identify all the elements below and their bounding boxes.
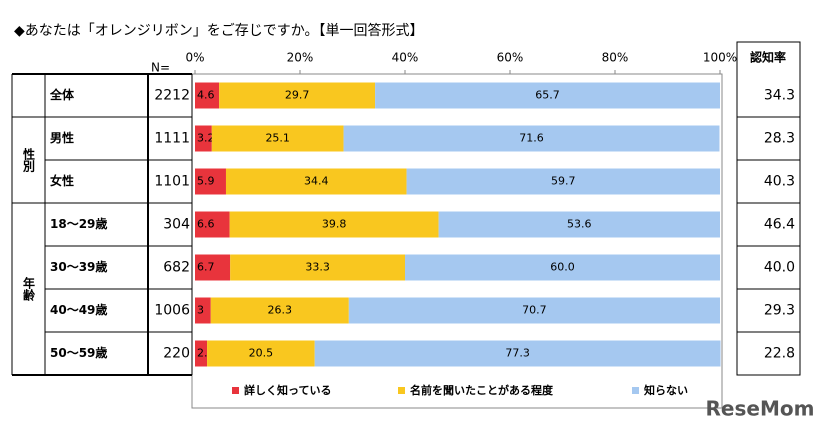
bar-segment <box>230 254 405 281</box>
bar-segment <box>210 297 349 324</box>
x-tick-label: 20% <box>287 51 314 65</box>
value-label: 65.7 <box>535 89 560 102</box>
n-value: 1006 <box>154 303 190 319</box>
category-label: 50～59歳 <box>50 345 107 360</box>
category-label: 30～39歳 <box>50 259 107 274</box>
bar-segment <box>195 254 231 281</box>
value-label: 39.8 <box>322 218 347 231</box>
value-label: 6.6 <box>197 218 215 231</box>
value-label: 4.6 <box>197 89 215 102</box>
value-label: 53.6 <box>567 218 592 231</box>
bar-segment <box>195 297 211 324</box>
value-label: 59.7 <box>551 175 576 188</box>
value-label: 25.1 <box>265 132 290 145</box>
rate-frame <box>736 41 801 376</box>
chart-title: ◆あなたは「オレンジリボン」をご存じですか。【単一回答形式】 <box>14 22 424 39</box>
x-tick-label: 40% <box>392 51 419 65</box>
legend-swatch <box>232 387 239 394</box>
value-label: 70.7 <box>522 304 547 317</box>
watermark: ReseMom <box>706 397 813 421</box>
rate-value: 34.3 <box>764 88 795 104</box>
legend-label: 名前を聞いたことがある程度 <box>410 383 554 397</box>
bar-segment <box>225 168 407 195</box>
rate-value: 28.3 <box>764 131 795 147</box>
x-tick-label: 60% <box>497 51 524 65</box>
bar-segment <box>438 211 720 238</box>
bar-segment <box>219 82 376 109</box>
category-label: 男性 <box>50 130 74 145</box>
rate-value: 40.3 <box>764 174 795 190</box>
bar-segment <box>229 211 439 238</box>
bar-segment <box>211 125 344 152</box>
n-value: 1111 <box>154 131 190 147</box>
bar-segment <box>343 125 720 152</box>
category-label: 全体 <box>49 87 75 102</box>
category-label: 40～49歳 <box>50 302 107 317</box>
bar-segment <box>375 82 720 109</box>
x-tick-label: 100% <box>703 51 737 65</box>
legend-swatch <box>632 387 639 394</box>
bar-segment <box>195 211 230 238</box>
n-value: 220 <box>163 346 190 362</box>
n-value: 304 <box>163 217 190 233</box>
value-label: 60.0 <box>550 261 575 274</box>
n-value: 682 <box>163 260 190 276</box>
value-label: 3 <box>197 304 204 317</box>
value-label: 29.7 <box>285 89 310 102</box>
bar-segment <box>195 125 212 152</box>
value-label: 3.2 <box>197 132 215 145</box>
bar-segment <box>207 340 315 367</box>
value-label: 71.6 <box>519 132 544 145</box>
bar-segment <box>314 340 721 367</box>
group-label: 性別 <box>22 147 36 173</box>
x-tick-label: 80% <box>602 51 629 65</box>
value-label: 33.3 <box>305 261 330 274</box>
value-label: 5.9 <box>197 175 215 188</box>
group-label: 年齢 <box>22 276 36 302</box>
rate-value: 40.0 <box>764 260 795 276</box>
rate-value: 22.8 <box>764 346 795 362</box>
bar-segment <box>195 168 226 195</box>
value-label: 6.7 <box>197 261 215 274</box>
rate-header: 認知率 <box>750 50 786 65</box>
n-header: N= <box>151 61 170 75</box>
bar-segment <box>405 254 720 281</box>
value-label: 26.3 <box>268 304 293 317</box>
value-label: 20.5 <box>249 347 274 360</box>
category-label: 18～29歳 <box>50 216 107 231</box>
bar-segment <box>195 340 208 367</box>
bar-segment <box>406 168 720 195</box>
n-value: 2212 <box>154 88 190 104</box>
bar-segment <box>195 82 220 109</box>
bar-segment <box>348 297 720 324</box>
value-label: 77.3 <box>505 347 530 360</box>
n-value: 1101 <box>154 174 190 190</box>
value-label: 34.4 <box>304 175 329 188</box>
legend-swatch <box>398 387 405 394</box>
category-label: 女性 <box>50 173 74 188</box>
rate-value: 46.4 <box>764 217 795 233</box>
x-tick-label: 0% <box>185 51 204 65</box>
legend-label: 詳しく知っている <box>244 383 331 397</box>
legend-label: 知らない <box>643 383 688 397</box>
rate-value: 29.3 <box>764 303 795 319</box>
